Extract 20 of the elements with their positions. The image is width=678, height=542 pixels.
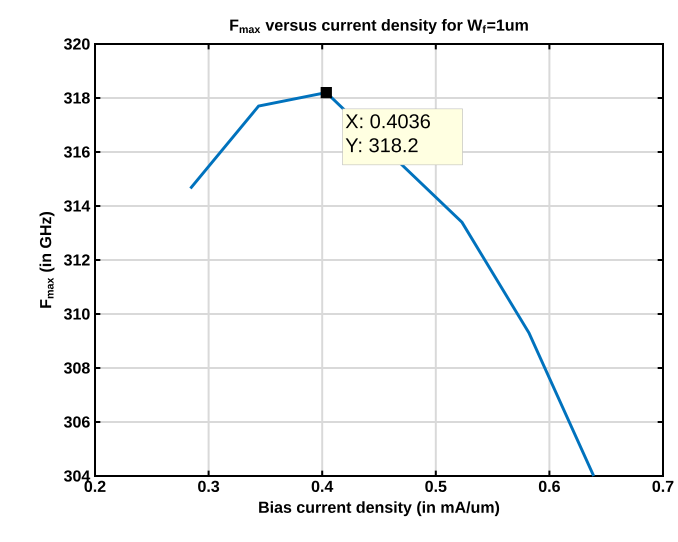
x-tick-label: 0.6	[538, 480, 560, 492]
chart-title: F$_{max}$ versus current density for W$_{f}$=1um	[230, 19, 528, 34]
x-tick-label: 0.2	[84, 480, 106, 492]
annotation: Y: 318.2	[346, 138, 418, 152]
y-tick-label: 308	[64, 362, 90, 374]
y-tick-label: 316	[64, 146, 90, 158]
y-tick-label: 314	[64, 200, 90, 212]
y-tick-label: 310	[64, 308, 90, 320]
y-tick-label: 304	[64, 470, 90, 482]
x-tick-label: 0.7	[652, 480, 674, 492]
x-tick-label: 0.5	[425, 480, 446, 492]
y-axis-title: F$_{max}$ (in GHz)	[40, 212, 54, 308]
y-tick-label: 312	[64, 254, 90, 266]
x-tick-label: 0.3	[198, 480, 220, 492]
y-tick-label: 320	[64, 38, 90, 50]
y-tick-label: 306	[64, 416, 90, 428]
x-axis-title: Bias current density (in mA/um)	[259, 501, 500, 516]
y-tick-label: 318	[64, 92, 90, 104]
annotation: X: 0.4036	[346, 114, 430, 128]
x-tick-label: 0.4	[312, 480, 334, 492]
